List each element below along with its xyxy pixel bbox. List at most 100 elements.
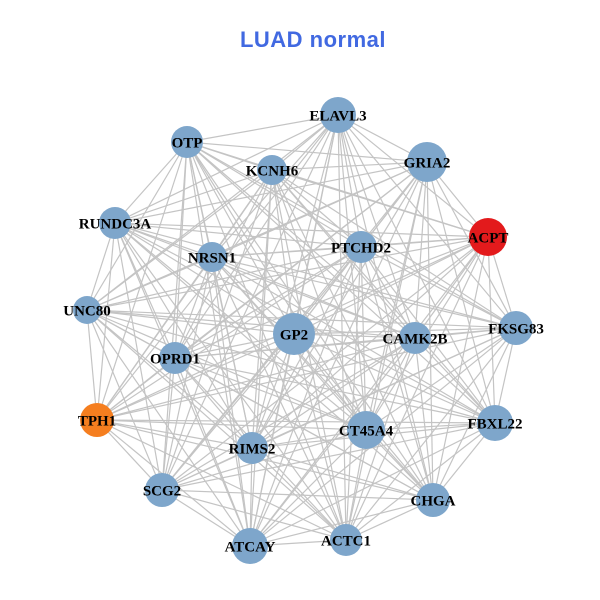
edge-OTP-CT45A4 xyxy=(186,141,367,431)
edge-FKSG83-ACTC1 xyxy=(345,327,517,541)
edge-FKSG83-OPRD1 xyxy=(174,327,517,359)
edge-FBXL22-ACTC1 xyxy=(345,422,496,541)
edge-CAMK2B-TPH1 xyxy=(96,337,416,421)
edge-RUNDC3A-PTCHD2 xyxy=(114,222,362,248)
node-elavl3 xyxy=(320,97,356,133)
node-nrsn1 xyxy=(197,242,227,272)
edge-FKSG83-CT45A4 xyxy=(365,327,517,431)
edge-RUNDC3A-FKSG83 xyxy=(114,222,517,329)
edge-NRSN1-SCG2 xyxy=(161,256,213,491)
node-atcay xyxy=(232,528,268,564)
edge-PTCHD2-CT45A4 xyxy=(360,246,367,431)
page-title: LUAD normal xyxy=(240,27,386,52)
edge-NRSN1-UNC80 xyxy=(86,256,213,311)
edge-ELAVL3-SCG2 xyxy=(161,114,339,491)
edge-GRIA2-CHGA xyxy=(426,161,434,501)
edge-RUNDC3A-ACTC1 xyxy=(114,222,347,541)
edge-RIMS2-CHGA xyxy=(251,447,434,501)
edge-OPRD1-CT45A4 xyxy=(174,357,367,431)
edge-KCNH6-GRIA2 xyxy=(271,161,428,171)
edge-NRSN1-FBXL22 xyxy=(211,256,496,424)
edge-GRIA2-RUNDC3A xyxy=(114,161,428,224)
node-camk2b xyxy=(399,322,431,354)
edge-NRSN1-ACTC1 xyxy=(211,256,347,541)
edge-CT45A4-RIMS2 xyxy=(251,429,367,449)
edge-CT45A4-FBXL22 xyxy=(365,422,496,431)
node-gp2 xyxy=(273,313,315,355)
edge-OTP-GRIA2 xyxy=(186,141,428,163)
edge-NRSN1-OPRD1 xyxy=(174,256,213,359)
edge-ACPT-UNC80 xyxy=(86,236,489,311)
edge-NRSN1-CAMK2B xyxy=(211,256,416,339)
edge-OPRD1-ATCAY xyxy=(174,357,251,547)
edge-TPH1-ACTC1 xyxy=(96,419,347,541)
edge-OPRD1-SCG2 xyxy=(161,357,176,491)
edge-RUNDC3A-CAMK2B xyxy=(114,222,416,339)
edge-CHGA-ATCAY xyxy=(249,499,434,547)
node-fksg83 xyxy=(499,311,533,345)
edge-RUNDC3A-ATCAY xyxy=(114,222,251,547)
edge-UNC80-CAMK2B xyxy=(86,309,416,339)
edge-OTP-PTCHD2 xyxy=(186,141,362,248)
edge-ACPT-OPRD1 xyxy=(174,236,489,359)
edge-ACPT-CAMK2B xyxy=(414,236,489,339)
edge-CAMK2B-ATCAY xyxy=(249,337,416,547)
node-scg2 xyxy=(145,473,179,507)
edge-RUNDC3A-TPH1 xyxy=(96,222,116,421)
node-unc80 xyxy=(73,296,101,324)
node-fbxl22 xyxy=(477,405,513,441)
edge-KCNH6-SCG2 xyxy=(161,169,273,491)
edge-ELAVL3-CHGA xyxy=(337,114,434,501)
edge-ELAVL3-OTP xyxy=(186,114,339,143)
node-gria2 xyxy=(407,142,447,182)
edge-SCG2-ACTC1 xyxy=(161,489,347,541)
edge-PTCHD2-SCG2 xyxy=(161,246,362,491)
node-ptchd2 xyxy=(345,231,377,263)
edge-UNC80-TPH1 xyxy=(86,309,98,421)
edge-KCNH6-CHGA xyxy=(271,169,434,501)
edge-ELAVL3-FBXL22 xyxy=(337,114,496,424)
edge-ACPT-GP2 xyxy=(293,236,489,335)
edge-KCNH6-CAMK2B xyxy=(271,169,416,339)
edge-GP2-TPH1 xyxy=(96,333,295,421)
edge-GRIA2-ACTC1 xyxy=(345,161,428,541)
edge-TPH1-RIMS2 xyxy=(96,419,253,449)
edge-PTCHD2-UNC80 xyxy=(86,246,362,311)
edge-ACPT-CHGA xyxy=(432,236,489,501)
edge-NRSN1-FKSG83 xyxy=(211,256,517,329)
edge-KCNH6-RUNDC3A xyxy=(114,169,273,224)
edge-GRIA2-FBXL22 xyxy=(426,161,496,424)
node-oprd1 xyxy=(159,342,191,374)
edge-FKSG83-CHGA xyxy=(432,327,517,501)
edge-FKSG83-TPH1 xyxy=(96,327,517,421)
edge-UNC80-GP2 xyxy=(86,309,295,335)
edge-SCG2-CHGA xyxy=(161,489,434,501)
edge-ELAVL3-PTCHD2 xyxy=(337,114,362,248)
node-otp xyxy=(171,126,203,158)
edge-OTP-UNC80 xyxy=(86,141,188,311)
edge-PTCHD2-ATCAY xyxy=(249,246,362,547)
edge-PTCHD2-FKSG83 xyxy=(360,246,517,329)
edge-FBXL22-SCG2 xyxy=(161,422,496,491)
edge-OPRD1-FBXL22 xyxy=(174,357,496,424)
node-actc1 xyxy=(330,524,362,556)
edge-PTCHD2-ACTC1 xyxy=(345,246,362,541)
edge-GP2-FBXL22 xyxy=(293,333,496,424)
edge-NRSN1-CHGA xyxy=(211,256,434,501)
edge-OPRD1-RIMS2 xyxy=(174,357,253,449)
edge-CT45A4-ATCAY xyxy=(249,429,367,547)
edge-UNC80-SCG2 xyxy=(86,309,163,491)
edge-NRSN1-ATCAY xyxy=(211,256,251,547)
edge-ELAVL3-UNC80 xyxy=(86,114,339,311)
node-acpt xyxy=(469,218,507,256)
edge-GP2-SCG2 xyxy=(161,333,295,491)
node-chga xyxy=(416,483,450,517)
edge-KCNH6-FKSG83 xyxy=(271,169,517,329)
node-kcnh6 xyxy=(257,155,287,185)
node-tph1 xyxy=(80,403,114,437)
edge-RUNDC3A-ACPT xyxy=(114,222,489,238)
edge-ELAVL3-RUNDC3A xyxy=(114,114,339,224)
edge-CAMK2B-SCG2 xyxy=(161,337,416,491)
